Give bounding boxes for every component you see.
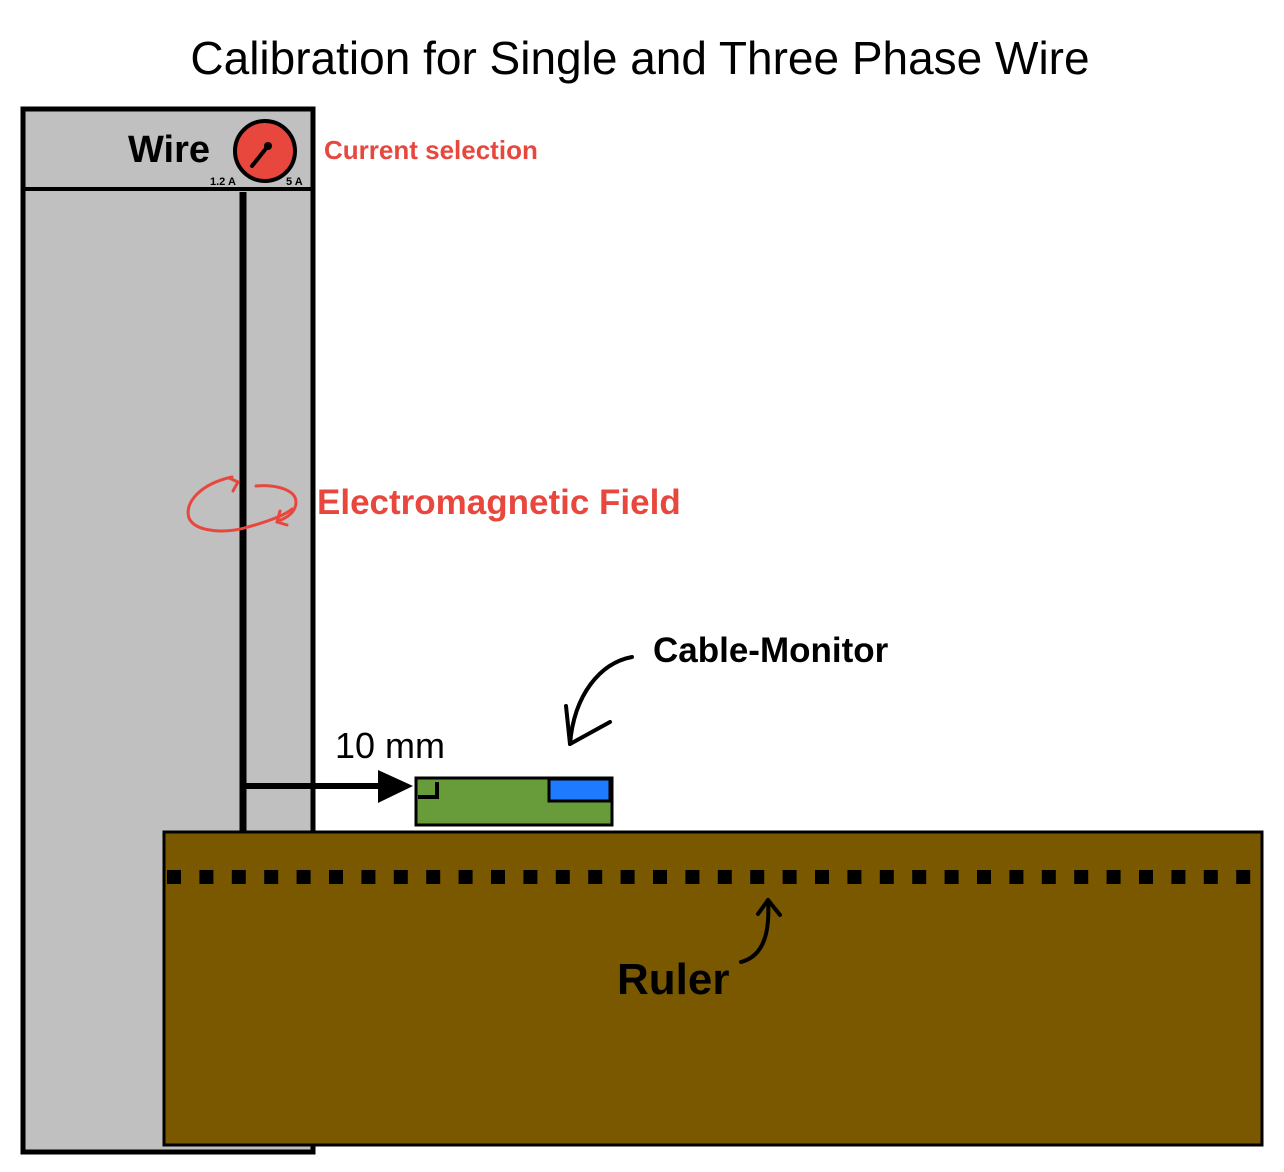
ruler-tick: [523, 870, 538, 884]
ruler-tick: [1074, 870, 1089, 884]
ruler-tick: [555, 870, 570, 884]
dial-needle-tip: [264, 142, 272, 150]
cable-monitor-device: [414, 776, 614, 827]
ruler-tick: [912, 870, 927, 884]
device-screen: [547, 777, 612, 803]
ruler-tick: [685, 870, 700, 884]
ruler-label: Ruler: [617, 955, 729, 1004]
dial-max-label: 5 A: [286, 176, 303, 188]
field-loop-icon: [186, 475, 298, 533]
ruler-tick: [944, 870, 959, 884]
ruler: Ruler: [162, 830, 1264, 1147]
ruler-ticks: [167, 870, 1251, 884]
ruler-tick: [1106, 870, 1121, 884]
device-pointer-arrow: [564, 655, 634, 746]
current-dial: [233, 119, 297, 183]
ruler-pointer-arrow: [739, 898, 782, 964]
dial-min-label: 1.2 A: [210, 176, 236, 188]
ruler-tick: [1203, 870, 1218, 884]
dial-needle: [250, 144, 270, 168]
distance-arrow: [243, 770, 413, 803]
ruler-tick: [1171, 870, 1186, 884]
ruler-tick: [199, 870, 214, 884]
device-corner-mark: [418, 782, 439, 799]
ruler-tick: [879, 870, 894, 884]
ruler-tick: [620, 870, 635, 884]
ruler-tick: [296, 870, 311, 884]
ruler-tick: [361, 870, 376, 884]
ruler-tick: [977, 870, 991, 884]
ruler-tick: [782, 870, 797, 884]
ruler-tick: [231, 870, 246, 884]
ruler-tick: [1009, 870, 1024, 884]
wire-label: Wire: [128, 129, 210, 171]
ruler-body: [162, 830, 1264, 1147]
ruler-tick: [329, 870, 343, 884]
ruler-tick: [393, 870, 408, 884]
ruler-tick: [847, 870, 862, 884]
ruler-tick: [458, 870, 473, 884]
current-selection-label: Current selection: [324, 135, 538, 165]
field-label: Electromagnetic Field: [317, 483, 681, 522]
distance-label: 10 mm: [335, 725, 445, 766]
ruler-tick: [491, 870, 505, 884]
ruler-tick: [588, 870, 603, 884]
ruler-tick: [750, 870, 765, 884]
ruler-tick: [815, 870, 829, 884]
device-label: Cable-Monitor: [653, 631, 889, 670]
ruler-tick: [1041, 870, 1056, 884]
ruler-tick: [167, 870, 181, 884]
ruler-tick: [653, 870, 667, 884]
ruler-tick: [1236, 870, 1251, 884]
ruler-tick: [1139, 870, 1153, 884]
ruler-tick: [717, 870, 732, 884]
ruler-tick: [426, 870, 441, 884]
diagram-title: Calibration for Single and Three Phase W…: [190, 32, 1089, 84]
ruler-tick: [264, 870, 279, 884]
